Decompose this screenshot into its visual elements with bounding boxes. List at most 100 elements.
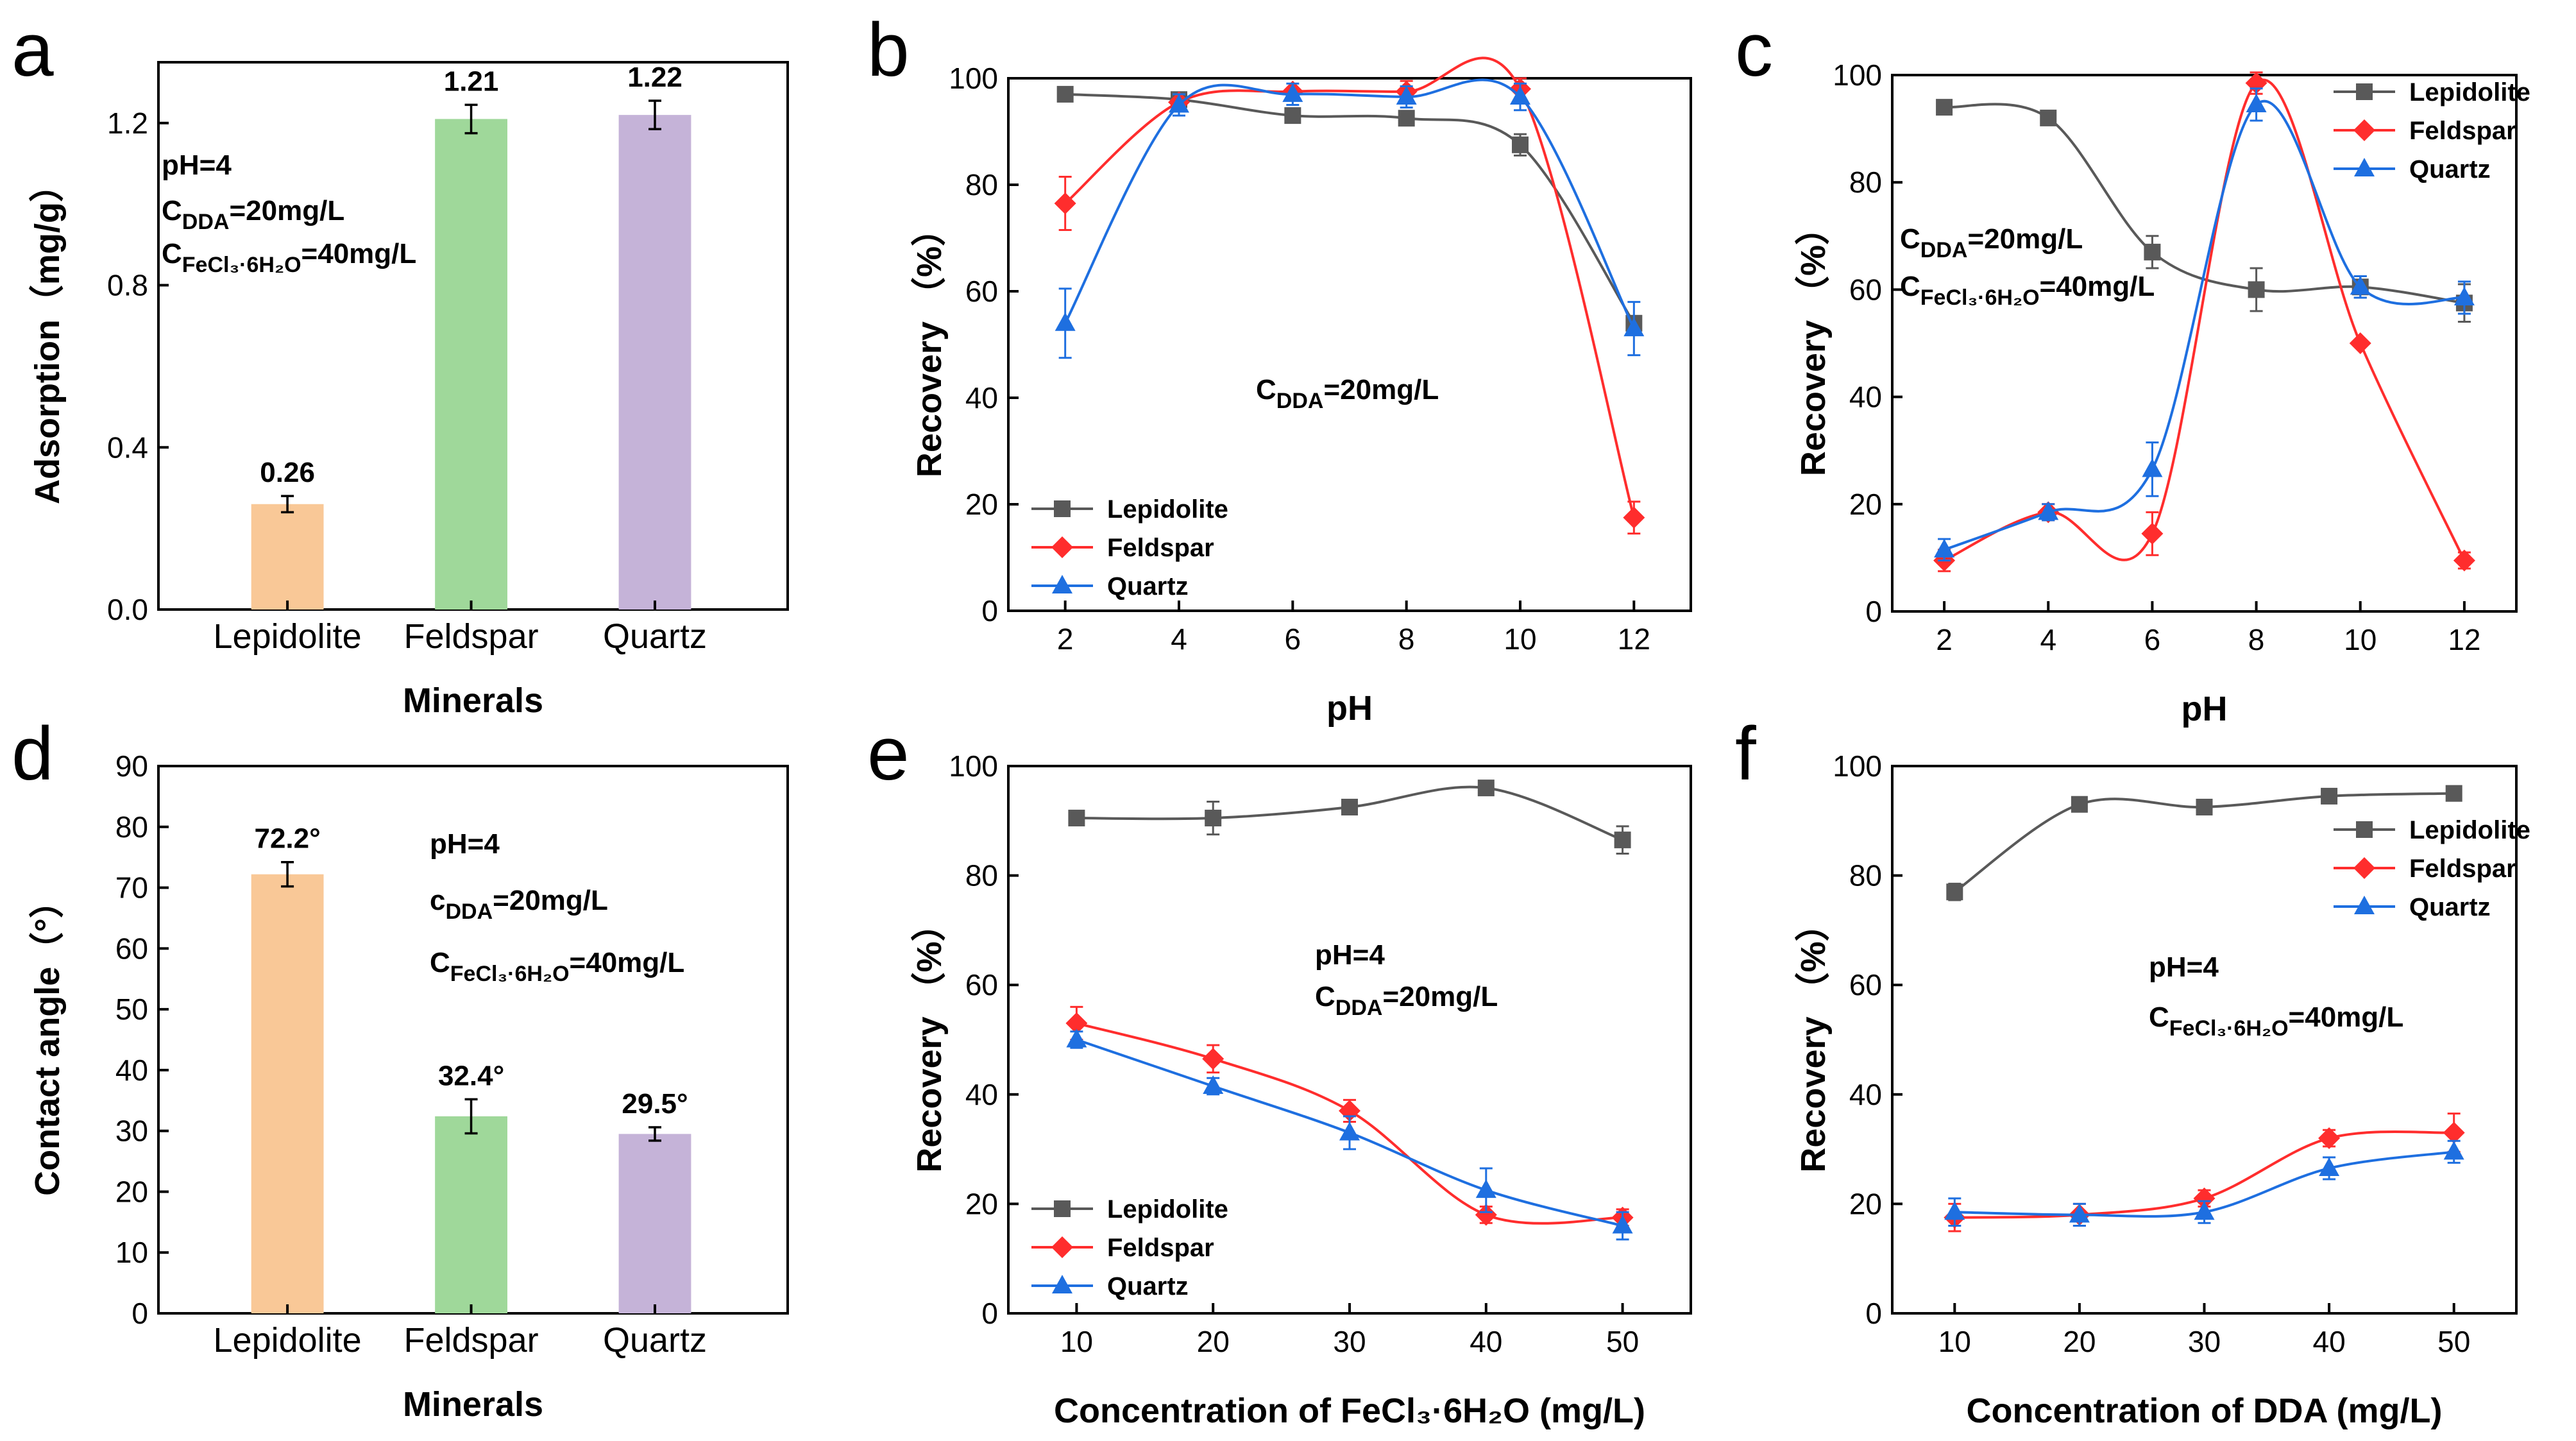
y-tick-label: 40	[965, 1078, 998, 1111]
y-tick-label: 50	[115, 993, 148, 1026]
annotation-part: C	[2149, 1002, 2169, 1033]
panel-letter: e	[867, 712, 910, 796]
y-tick-label: 60	[1849, 968, 1882, 1002]
x-tick-label: 20	[2063, 1325, 2096, 1358]
data-point	[2349, 332, 2371, 354]
y-tick-label: 20	[965, 1187, 998, 1220]
panel-letter: d	[12, 712, 54, 796]
x-axis-title: Concentration of FeCl₃·6H₂O (mg/L)	[1054, 1392, 1645, 1430]
data-point	[1946, 883, 1963, 901]
data-point	[1477, 780, 1495, 797]
annotation: CFeCl₃·6H₂O=40mg/L	[2149, 1002, 2403, 1041]
legend-label: Quartz	[2409, 155, 2491, 183]
series-quartz	[1055, 78, 1645, 359]
data-point	[1398, 110, 1415, 127]
bar-lepidolite	[251, 874, 324, 1313]
x-tick-label: 12	[1618, 622, 1650, 656]
y-tick-label: 80	[115, 810, 148, 844]
data-point	[1341, 798, 1358, 815]
annotation-part: pH=4	[2149, 951, 2219, 983]
legend: Lepidolite Feldspar Quartz	[2334, 816, 2530, 921]
legend-item: Quartz	[2334, 893, 2491, 921]
data-point	[2246, 93, 2267, 112]
annotation: CDDA=20mg/L	[1256, 374, 1439, 413]
annotation-part: FeCl₃·6H₂O	[2169, 1016, 2289, 1041]
annotation: pH=4	[2149, 951, 2219, 983]
error-bar	[464, 1098, 478, 1135]
panel-letter: c	[1735, 8, 1773, 92]
data-point	[2350, 276, 2371, 295]
series-feldspar	[1054, 56, 1645, 535]
data-point	[1510, 86, 1530, 105]
data-point	[2248, 281, 2265, 298]
data-point	[1284, 107, 1301, 124]
error-bar	[281, 495, 294, 514]
x-tick-label: 10	[1938, 1325, 1971, 1358]
x-axis-title: Minerals	[403, 1385, 543, 1424]
annotation-part: C	[430, 947, 450, 978]
legend-item: Quartz	[2334, 155, 2491, 183]
x-tick-label: 2	[1936, 623, 1953, 656]
panel-f: f 0 20 40 60 80 100 10 20 30 40 50 Concentration of …	[1735, 712, 2530, 1430]
data-point	[1944, 1201, 1965, 1220]
data-point	[2196, 798, 2213, 815]
x-axis-title: Minerals	[403, 681, 543, 720]
data-point	[2453, 286, 2475, 305]
annotation-part: DDA	[182, 210, 230, 234]
legend-label: Feldspar	[1107, 534, 1214, 562]
annotation-part: DDA	[445, 900, 493, 924]
annotation-part: =20mg/L	[1382, 981, 1498, 1012]
annotation: pH=4	[1315, 939, 1385, 971]
legend-marker	[2356, 821, 2373, 838]
x-tick-label: 50	[2437, 1325, 2470, 1358]
x-tick-label: 50	[1606, 1325, 1639, 1358]
legend-marker	[1054, 500, 1071, 517]
x-tick-label: 4	[1171, 622, 1187, 656]
y-tick-label: 0	[131, 1297, 148, 1330]
error-bar	[281, 860, 294, 888]
y-tick-label: 40	[115, 1053, 148, 1087]
data-point	[1282, 83, 1303, 102]
annotation: pH=4	[162, 149, 232, 181]
y-tick-label: 20	[965, 488, 998, 521]
x-tick-label: 6	[1285, 622, 1301, 656]
data-point	[2453, 549, 2475, 572]
annotation-part: C	[1900, 223, 1920, 255]
x-tick-label: 20	[1197, 1325, 1230, 1358]
annotation-part: =20mg/L	[1967, 223, 2083, 255]
data-point	[1169, 94, 1189, 113]
series-quartz	[1944, 1139, 2464, 1227]
data-point	[2321, 787, 2338, 805]
data-point	[2193, 1187, 2216, 1209]
plot-frame	[1007, 77, 1692, 612]
x-tick-label: 6	[2144, 623, 2161, 656]
y-tick-label: 20	[1849, 1187, 1882, 1220]
y-tick-label: 0	[981, 1297, 998, 1330]
annotation-part: FeCl₃·6H₂O	[1920, 286, 2040, 310]
category-label: Feldspar	[404, 617, 539, 656]
legend: Lepidolite Feldspar Quartz	[1031, 1195, 1228, 1300]
y-axis-title: Contact angle（°）	[28, 883, 67, 1196]
legend-item: Lepidolite	[2334, 816, 2530, 844]
data-point	[2443, 1121, 2465, 1144]
annotation-part: C	[162, 238, 182, 269]
data-point	[1068, 810, 1085, 827]
y-tick-label: 60	[115, 932, 148, 965]
series-quartz	[1934, 87, 2475, 562]
y-tick-label: 0	[1865, 595, 1882, 628]
category-label: Feldspar	[404, 1321, 539, 1360]
x-tick-label: 2	[1057, 622, 1074, 656]
y-tick-label: 40	[1849, 1078, 1882, 1111]
legend-marker	[2353, 857, 2375, 879]
x-axis-title: Concentration of DDA (mg/L)	[1967, 1392, 2443, 1430]
data-point	[1056, 85, 1074, 103]
data-point	[1934, 538, 1955, 558]
annotation-part: =20mg/L	[1323, 374, 1439, 405]
legend-marker	[2354, 158, 2375, 176]
legend-label: Feldspar	[2409, 855, 2516, 883]
panel-letter: b	[867, 8, 910, 92]
annotation-part: =40mg/L	[570, 947, 685, 978]
legend-item: Feldspar	[2334, 855, 2516, 883]
plot-frame	[1007, 765, 1692, 1315]
